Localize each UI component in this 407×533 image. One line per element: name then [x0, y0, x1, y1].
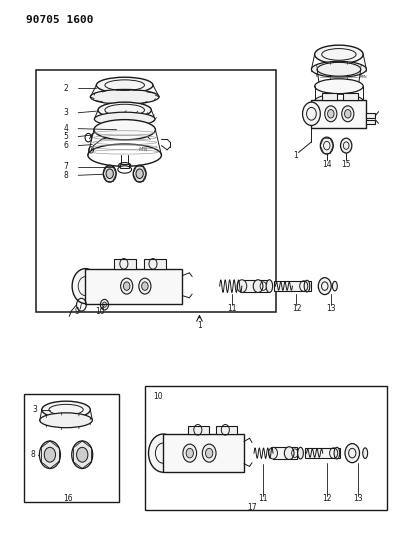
Bar: [305, 448, 340, 458]
Circle shape: [269, 447, 278, 459]
Text: 5: 5: [63, 132, 68, 141]
Bar: [366, 119, 375, 124]
Ellipse shape: [94, 119, 155, 140]
Circle shape: [39, 441, 60, 469]
Ellipse shape: [94, 112, 155, 126]
Bar: [322, 93, 337, 100]
Text: 16: 16: [63, 494, 73, 503]
Circle shape: [103, 165, 116, 182]
Text: 3: 3: [63, 108, 68, 117]
Circle shape: [253, 280, 263, 293]
Circle shape: [345, 110, 351, 118]
Ellipse shape: [315, 79, 363, 94]
Bar: [120, 164, 129, 168]
Circle shape: [139, 278, 151, 294]
Circle shape: [44, 447, 55, 462]
Circle shape: [120, 278, 133, 294]
Circle shape: [284, 447, 294, 459]
Text: 12: 12: [322, 494, 332, 503]
Bar: [188, 425, 209, 434]
Text: 17: 17: [247, 503, 257, 512]
Circle shape: [345, 443, 359, 463]
Ellipse shape: [315, 45, 363, 63]
Text: 7: 7: [63, 163, 68, 171]
Circle shape: [328, 110, 334, 118]
Text: 90705 1600: 90705 1600: [26, 14, 93, 25]
Circle shape: [302, 102, 320, 125]
Text: 12: 12: [292, 304, 301, 313]
Circle shape: [133, 165, 146, 182]
Ellipse shape: [40, 413, 92, 427]
Ellipse shape: [363, 448, 368, 458]
Circle shape: [106, 169, 114, 179]
Text: 8: 8: [63, 171, 68, 180]
Ellipse shape: [333, 281, 337, 291]
Bar: [242, 280, 269, 293]
Circle shape: [342, 106, 354, 122]
Circle shape: [77, 447, 88, 462]
Text: 15: 15: [341, 160, 351, 168]
Circle shape: [136, 169, 143, 179]
Bar: [273, 447, 297, 459]
Ellipse shape: [311, 61, 366, 77]
Bar: [85, 269, 182, 304]
Bar: [24, 394, 118, 503]
Circle shape: [320, 137, 333, 154]
Bar: [163, 434, 244, 472]
Text: 10: 10: [153, 392, 163, 401]
Ellipse shape: [90, 90, 159, 104]
Text: MIN: MIN: [360, 75, 368, 79]
Text: 13: 13: [353, 494, 363, 503]
Bar: [311, 100, 366, 127]
Circle shape: [237, 280, 247, 293]
Text: 10: 10: [96, 306, 105, 316]
Circle shape: [72, 269, 99, 304]
Bar: [145, 386, 387, 511]
Ellipse shape: [298, 447, 303, 459]
Circle shape: [183, 444, 197, 462]
Ellipse shape: [266, 280, 273, 293]
Text: 14: 14: [322, 160, 332, 168]
Bar: [274, 281, 311, 292]
Bar: [114, 259, 136, 269]
Text: 11: 11: [227, 304, 236, 313]
Circle shape: [186, 448, 193, 458]
Circle shape: [72, 441, 93, 469]
Ellipse shape: [98, 102, 151, 118]
Text: 1: 1: [293, 151, 298, 160]
Circle shape: [123, 282, 130, 290]
Bar: [216, 425, 236, 434]
Ellipse shape: [96, 77, 153, 93]
Circle shape: [325, 106, 337, 122]
Bar: [36, 70, 276, 312]
Circle shape: [341, 138, 352, 153]
Circle shape: [202, 444, 216, 462]
Circle shape: [206, 448, 213, 458]
Text: 8: 8: [30, 450, 35, 459]
Ellipse shape: [42, 401, 90, 418]
Circle shape: [149, 434, 177, 472]
Text: 9: 9: [75, 306, 80, 316]
Text: MIN: MIN: [139, 147, 148, 152]
Text: 2: 2: [63, 84, 68, 93]
Ellipse shape: [334, 447, 340, 459]
Text: 11: 11: [258, 494, 268, 503]
Bar: [343, 93, 358, 100]
Text: 1: 1: [197, 321, 202, 330]
Bar: [366, 114, 375, 118]
Circle shape: [318, 278, 331, 295]
Text: 4: 4: [63, 124, 68, 133]
Circle shape: [142, 282, 148, 290]
Text: 3: 3: [33, 405, 38, 414]
Bar: [144, 259, 166, 269]
Ellipse shape: [304, 280, 310, 292]
Text: 6: 6: [63, 141, 68, 150]
Text: 13: 13: [326, 304, 336, 313]
